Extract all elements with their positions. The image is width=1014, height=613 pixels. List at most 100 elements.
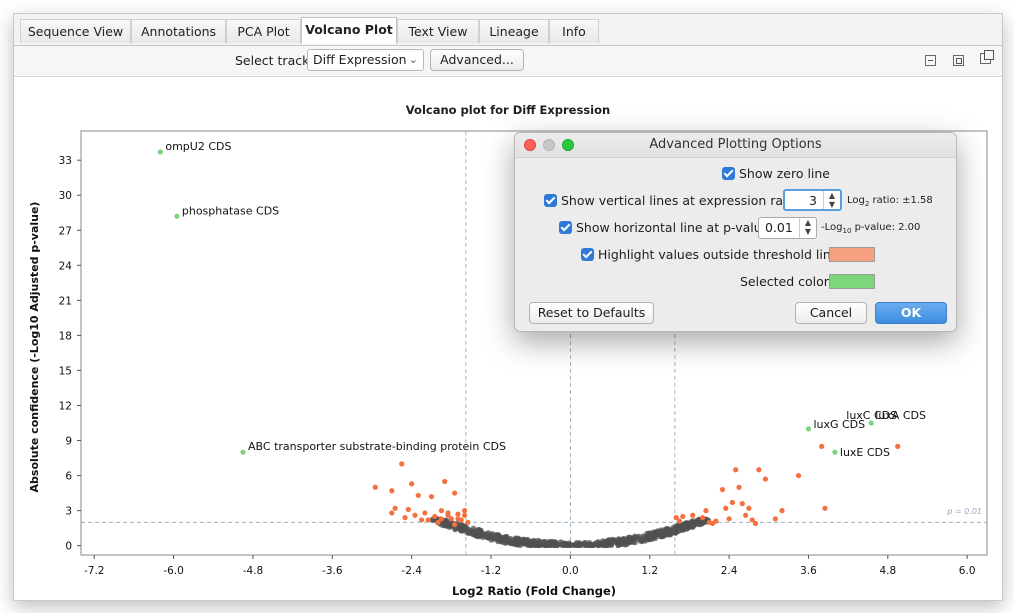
data-point bbox=[661, 532, 668, 539]
highlight-point bbox=[700, 515, 706, 521]
float-panel-icon[interactable] bbox=[980, 50, 994, 64]
data-point bbox=[608, 540, 615, 547]
data-point bbox=[466, 529, 473, 536]
show-zero-line-label: Show zero line bbox=[739, 166, 830, 181]
highlight-point bbox=[409, 481, 415, 487]
vertical-ratio-stepper[interactable]: 3 ▲ ▼ bbox=[783, 189, 842, 211]
highlight-point bbox=[726, 516, 732, 522]
highlight-point bbox=[895, 443, 901, 449]
highlight-point bbox=[412, 512, 418, 518]
data-point bbox=[476, 533, 483, 540]
highlight-point bbox=[452, 522, 458, 528]
data-point bbox=[559, 541, 566, 547]
x-tick-label: 3.6 bbox=[800, 565, 817, 577]
y-tick-label: 33 bbox=[59, 155, 72, 167]
highlight-point bbox=[723, 505, 729, 511]
data-point bbox=[673, 526, 680, 533]
show-horizontal-line-checkbox[interactable]: Show horizontal line at p-value: bbox=[559, 220, 774, 235]
data-point bbox=[578, 542, 585, 548]
y-tick-label: 30 bbox=[59, 190, 72, 202]
pvalue-value[interactable]: 0.01 bbox=[765, 220, 793, 235]
highlight-point bbox=[719, 486, 726, 493]
vertical-ratio-value[interactable]: 3 bbox=[809, 193, 817, 208]
data-point bbox=[515, 541, 522, 548]
highlight-point bbox=[756, 467, 762, 473]
minimize-icon[interactable] bbox=[543, 139, 555, 151]
data-point bbox=[475, 527, 482, 533]
cancel-button[interactable]: Cancel bbox=[795, 302, 867, 324]
tab-pca-plot[interactable]: PCA Plot bbox=[226, 19, 301, 43]
highlight-point bbox=[703, 508, 709, 514]
zoom-icon[interactable] bbox=[562, 139, 574, 151]
data-point bbox=[666, 526, 673, 533]
dialog-titlebar: Advanced Plotting Options bbox=[515, 133, 956, 158]
selected-color-swatch[interactable] bbox=[829, 274, 875, 289]
highlight-point bbox=[455, 516, 461, 522]
highlight-point bbox=[418, 517, 425, 523]
y-tick-label: 6 bbox=[65, 471, 72, 483]
tab-sequence-view[interactable]: Sequence View bbox=[20, 19, 131, 43]
track-select-value: Diff Expression bbox=[313, 52, 407, 67]
tab-text-view[interactable]: Text View bbox=[397, 19, 479, 43]
data-point bbox=[443, 517, 450, 524]
highlight-values-checkbox[interactable]: Highlight values outside threshold lines… bbox=[581, 247, 849, 262]
checkbox-checked-icon[interactable] bbox=[544, 194, 557, 207]
y-tick-label: 27 bbox=[59, 225, 72, 237]
highlight-point bbox=[389, 488, 395, 494]
checkbox-checked-icon[interactable] bbox=[559, 221, 572, 234]
minimize-panel-icon[interactable] bbox=[925, 55, 936, 66]
highlight-color-swatch[interactable] bbox=[829, 247, 875, 262]
highlight-point bbox=[822, 505, 828, 511]
highlight-point bbox=[736, 484, 742, 490]
selected-point bbox=[240, 449, 246, 455]
y-tick-label: 12 bbox=[59, 400, 72, 412]
data-point bbox=[628, 535, 635, 542]
checkbox-checked-icon[interactable] bbox=[581, 248, 594, 261]
tab-annotations[interactable]: Annotations bbox=[131, 19, 226, 43]
data-point bbox=[653, 531, 660, 538]
highlight-point bbox=[461, 512, 468, 518]
data-point bbox=[599, 538, 606, 545]
reset-defaults-button[interactable]: Reset to Defaults bbox=[529, 302, 654, 324]
highlight-point bbox=[402, 515, 408, 521]
ok-button[interactable]: OK bbox=[875, 302, 947, 324]
data-point bbox=[566, 542, 573, 548]
highlight-point bbox=[455, 511, 461, 517]
stepper-arrows-icon[interactable]: ▲ ▼ bbox=[823, 191, 840, 209]
pvalue-threshold-label: p = 0.01 bbox=[946, 507, 982, 516]
data-point bbox=[619, 539, 626, 546]
restore-panel-icon[interactable] bbox=[953, 55, 964, 66]
y-tick-label: 3 bbox=[65, 506, 72, 518]
highlight-point bbox=[743, 512, 749, 518]
highlight-point bbox=[746, 505, 752, 511]
y-tick-label: 21 bbox=[59, 295, 72, 307]
tab-lineage[interactable]: Lineage bbox=[479, 19, 549, 43]
show-zero-line-checkbox[interactable]: Show zero line bbox=[722, 166, 830, 181]
track-select[interactable]: Diff Expression ⌄ bbox=[307, 49, 424, 71]
close-icon[interactable] bbox=[524, 139, 536, 151]
stepper-arrows-icon[interactable]: ▲ ▼ bbox=[799, 218, 816, 238]
pvalue-stepper[interactable]: 0.01 ▲ ▼ bbox=[758, 217, 817, 239]
x-tick-label: -1.2 bbox=[481, 565, 502, 577]
y-tick-label: 24 bbox=[59, 260, 73, 272]
selected-point bbox=[805, 426, 812, 432]
toolbar: Select track: Diff Expression ⌄ Advanced… bbox=[14, 46, 1002, 77]
highlight-point bbox=[690, 512, 696, 518]
y-axis-label: Absolute confidence (-Log10 Adjusted p-v… bbox=[28, 202, 41, 493]
advanced-button[interactable]: Advanced... bbox=[430, 49, 524, 71]
data-point bbox=[573, 542, 580, 548]
show-vertical-lines-checkbox[interactable]: Show vertical lines at expression ratio: bbox=[544, 193, 803, 208]
show-vertical-lines-label: Show vertical lines at expression ratio: bbox=[561, 193, 804, 208]
highlight-point bbox=[405, 506, 411, 513]
data-point bbox=[590, 542, 597, 548]
highlight-point bbox=[442, 478, 448, 485]
tab-volcano-plot[interactable]: Volcano Plot bbox=[301, 17, 397, 44]
data-point bbox=[459, 525, 465, 532]
checkbox-checked-icon[interactable] bbox=[722, 167, 735, 180]
highlight-point bbox=[445, 510, 451, 516]
tab-info[interactable]: Info bbox=[549, 19, 599, 43]
x-tick-label: -3.6 bbox=[322, 565, 343, 577]
point-label: ompU2 CDS bbox=[165, 140, 231, 153]
y-tick-label: 18 bbox=[59, 330, 72, 342]
highlight-point bbox=[415, 492, 421, 499]
